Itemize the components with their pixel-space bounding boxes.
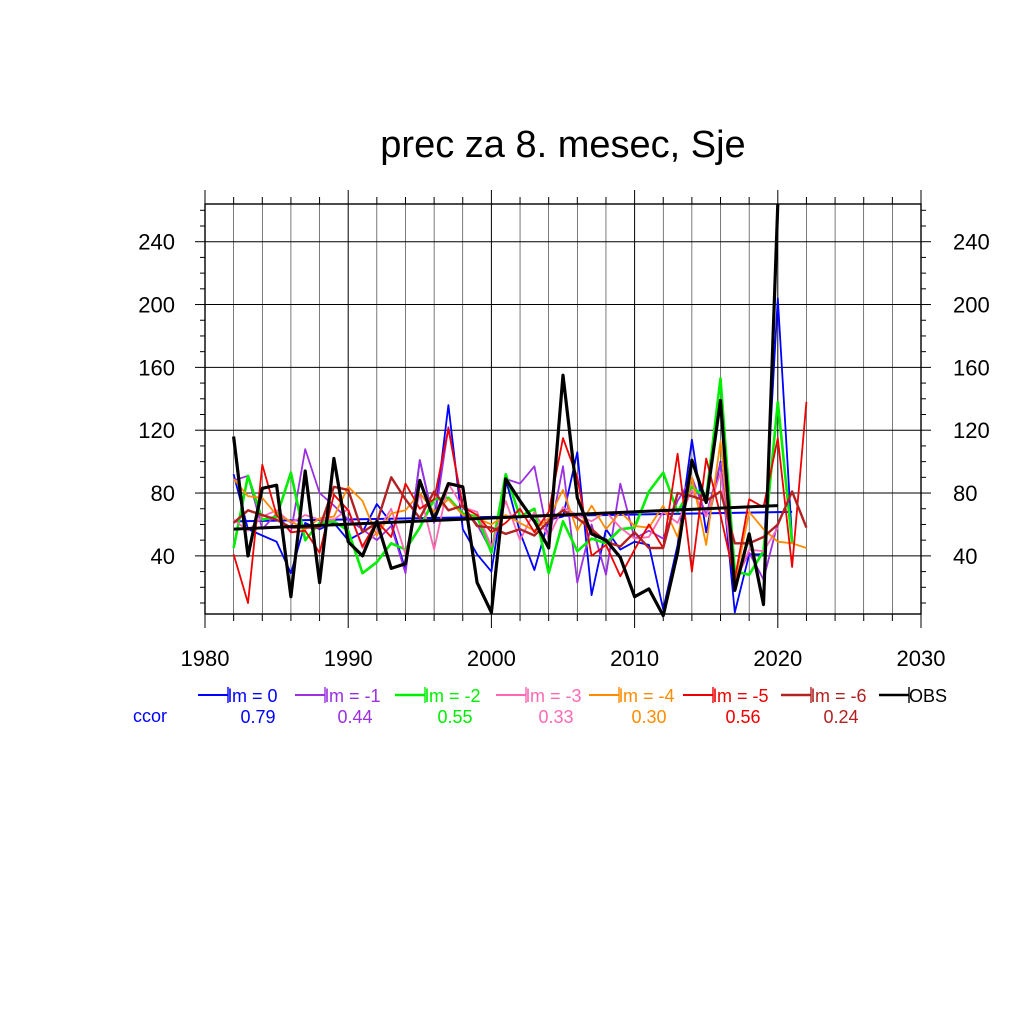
x-tick-label: 2020 — [753, 646, 802, 671]
x-tick-label: 2000 — [467, 646, 516, 671]
ccor-value: 0.33 — [538, 707, 573, 727]
ccor-value: 0.30 — [631, 707, 666, 727]
y-tick-label-left: 40 — [151, 544, 175, 569]
ccor-label: ccor — [133, 706, 167, 726]
x-tick-label: 1980 — [181, 646, 230, 671]
x-tick-label: 1990 — [324, 646, 373, 671]
y-tick-label-left: 120 — [138, 418, 175, 443]
ccor-value: 0.56 — [725, 707, 760, 727]
legend-label: lm = -1 — [325, 686, 381, 706]
plot-frame — [204, 203, 922, 615]
y-tick-label-right: 80 — [953, 481, 977, 506]
axes: 1980 1990 2000 2010 2020 2030 40 40 80 80 120 120 16… — [138, 190, 990, 671]
legend-label: lm = -3 — [526, 686, 582, 706]
y-tick-label-right: 240 — [953, 230, 990, 255]
chart-title: prec za 8. mesec, Sje — [380, 124, 745, 166]
legend-label: lm = -5 — [713, 686, 769, 706]
ccor-value: 0.55 — [437, 707, 472, 727]
y-tick-label-right: 200 — [953, 293, 990, 318]
trend-line-7 — [233, 504, 778, 531]
y-tick-label-left: 160 — [138, 355, 175, 380]
legend-label: lm = 0 — [228, 686, 278, 706]
ccor-value: 0.79 — [240, 707, 275, 727]
series-line-7 — [232, 203, 780, 618]
y-tick-label-right: 160 — [953, 355, 990, 380]
x-tick-label: 2030 — [897, 646, 946, 671]
legend-label: lm = -6 — [811, 686, 867, 706]
legend-label: OBS — [909, 686, 947, 706]
series-lines — [232, 203, 808, 618]
ccor-value: 0.44 — [337, 707, 372, 727]
legend-label: lm = -2 — [425, 686, 481, 706]
ccor-value: 0.24 — [823, 707, 858, 727]
y-tick-label-right: 40 — [953, 544, 977, 569]
x-tick-label: 2010 — [610, 646, 659, 671]
y-tick-label-left: 240 — [138, 230, 175, 255]
legend-label: lm = -4 — [619, 686, 675, 706]
y-tick-label-left: 80 — [151, 481, 175, 506]
y-tick-label-left: 200 — [138, 293, 175, 318]
y-tick-label-right: 120 — [953, 418, 990, 443]
